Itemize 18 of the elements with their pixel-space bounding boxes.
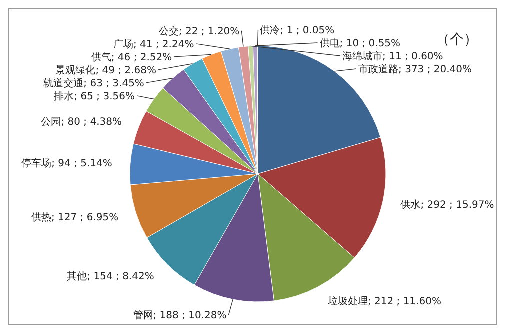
slice-label: 公交; 22 ; 1.20% bbox=[158, 25, 240, 38]
slice-label: 景观绿化; 49 ; 2.68% bbox=[56, 64, 156, 76]
slice-label: 供冷; 1 ; 0.05% bbox=[260, 24, 335, 36]
slice-label: 管网; 188 ; 10.28% bbox=[133, 310, 227, 322]
slice-label: 海绵城市; 11 ; 0.60% bbox=[342, 50, 444, 62]
slice-label: 供水; 292 ; 15.97% bbox=[400, 198, 494, 211]
slice-label: 停车场; 94 ; 5.14% bbox=[22, 158, 112, 170]
slice-label: 轨道交通; 63 ; 3.45% bbox=[44, 77, 144, 90]
slice-label: 垃圾处理; 212 ; 11.60% bbox=[326, 295, 442, 308]
slice-label: 广场; 41 ; 2.24% bbox=[113, 38, 194, 50]
slice-label: 供热; 127 ; 6.95% bbox=[31, 212, 119, 224]
slice-label: 公园; 80 ; 4.38% bbox=[41, 116, 122, 128]
slice-label: 其他; 154 ; 8.42% bbox=[67, 270, 154, 282]
slice-label: 市政道路; 373 ; 20.40% bbox=[358, 64, 472, 76]
slice-label: 排水; 65 ; 3.56% bbox=[54, 90, 136, 102]
text: （个） bbox=[436, 32, 478, 48]
slice-label: 供气; 46 ; 2.52% bbox=[91, 51, 172, 64]
slice-label: 供电; 10 ; 0.55% bbox=[320, 38, 401, 50]
